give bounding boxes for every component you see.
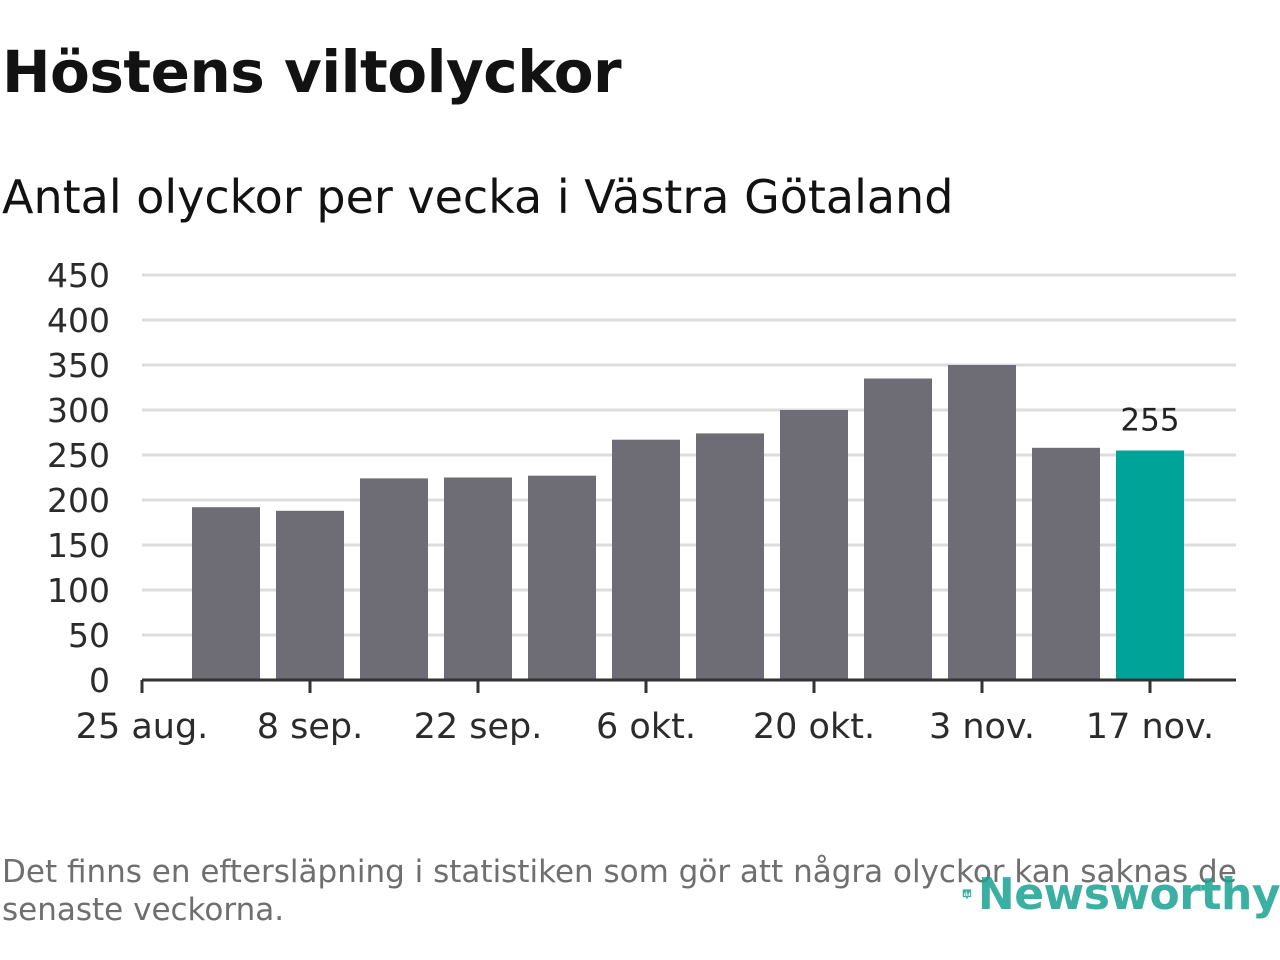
x-tick-label: 17 nov. bbox=[1086, 707, 1214, 747]
x-tick-label: 25 aug. bbox=[76, 707, 209, 747]
x-tick-label: 8 sep. bbox=[257, 707, 364, 747]
bar bbox=[360, 478, 428, 680]
y-tick-label: 350 bbox=[47, 346, 110, 385]
x-tick-label: 6 okt. bbox=[596, 707, 696, 747]
bar bbox=[444, 477, 512, 680]
y-tick-label: 450 bbox=[47, 256, 110, 295]
x-tick-label: 20 okt. bbox=[753, 707, 875, 747]
y-tick-label: 50 bbox=[68, 616, 110, 655]
y-axis-ticks: 0 50 100 150 200 250 300 350 400 450 bbox=[47, 256, 110, 700]
bar bbox=[276, 510, 344, 680]
bar-highlight bbox=[1116, 450, 1184, 680]
y-tick-label: 150 bbox=[47, 526, 110, 565]
bar-chart: 0 50 100 150 200 250 300 350 400 450 25 aug. 8 sep… bbox=[47, 256, 1236, 747]
bar bbox=[1032, 447, 1100, 680]
y-tick-label: 250 bbox=[47, 436, 110, 475]
bar-labels: 255 bbox=[1120, 403, 1179, 439]
bar bbox=[696, 433, 764, 680]
x-axis: 25 aug. 8 sep. 22 sep. 6 okt. 20 okt. 3 nov. 1… bbox=[76, 678, 1236, 747]
y-tick-label: 400 bbox=[47, 301, 110, 340]
bar bbox=[948, 365, 1016, 680]
bar bbox=[612, 439, 680, 680]
bar-value-label: 255 bbox=[1120, 403, 1179, 439]
y-tick-label: 100 bbox=[47, 571, 110, 610]
y-tick-label: 0 bbox=[89, 661, 110, 700]
chart-title: Höstens viltolyckor bbox=[2, 38, 622, 106]
brand-logo: Newsworthy bbox=[962, 858, 1280, 930]
bar bbox=[528, 475, 596, 680]
bar bbox=[864, 378, 932, 680]
y-tick-label: 200 bbox=[47, 481, 110, 520]
chart-subtitle: Antal olyckor per vecka i Västra Götalan… bbox=[2, 170, 954, 224]
y-tick-label: 300 bbox=[47, 391, 110, 430]
bar bbox=[780, 410, 848, 680]
bar bbox=[192, 507, 260, 680]
newsworthy-logo-icon bbox=[962, 889, 972, 900]
x-tick-label: 3 nov. bbox=[929, 707, 1035, 747]
x-tick-label: 22 sep. bbox=[414, 707, 543, 747]
brand-name: Newsworthy bbox=[977, 868, 1280, 920]
bars bbox=[192, 365, 1184, 680]
footnote: Det finns en eftersläpning i statistiken… bbox=[2, 854, 1237, 928]
